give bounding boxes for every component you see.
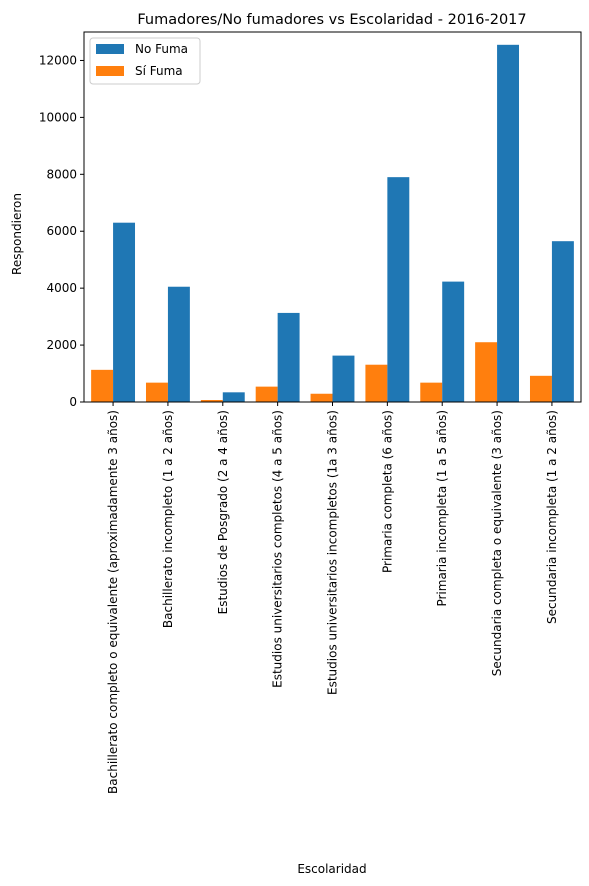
bar-si-fuma (529, 375, 552, 402)
bar-no-fuma (113, 222, 136, 402)
y-axis-label: Respondieron (10, 193, 24, 275)
bar-si-fuma (255, 386, 278, 402)
y-tick-label: 2000 (46, 338, 77, 352)
y-tick-label: 0 (69, 395, 77, 409)
bar-si-fuma (200, 400, 223, 402)
legend-label: No Fuma (135, 42, 188, 56)
legend: No Fuma Sí Fuma (89, 37, 201, 85)
x-tick-label: Estudios de Posgrado (2 a 4 años) (216, 410, 230, 614)
bar-no-fuma (387, 177, 410, 402)
bar-no-fuma (551, 241, 574, 402)
x-tick-label: Secundaria completa o equivalente (3 año… (490, 410, 504, 676)
legend-swatch (96, 44, 124, 54)
y-tick-label: 6000 (46, 224, 77, 238)
y-tick-label: 8000 (46, 167, 77, 181)
bar-no-fuma (277, 312, 300, 402)
x-axis-label: Escolaridad (297, 862, 366, 876)
bar-no-fuma (222, 392, 245, 402)
bar-si-fuma (420, 382, 443, 402)
y-tick-label: 4000 (46, 281, 77, 295)
bar-no-fuma (497, 44, 520, 403)
bars-group (91, 44, 574, 403)
legend-label: Sí Fuma (135, 64, 183, 78)
bar-si-fuma (145, 382, 168, 402)
bar-no-fuma (332, 355, 355, 402)
bar-no-fuma (442, 281, 465, 402)
bar-si-fuma (365, 364, 388, 402)
x-tick-label: Primaria completa (6 años) (380, 410, 394, 573)
y-tick-label: 12000 (39, 53, 77, 67)
x-tick-label: Estudios universitarios completos (4 a 5… (271, 410, 285, 688)
bar-si-fuma (475, 342, 498, 402)
legend-swatch (96, 66, 124, 76)
x-axis: Bachillerato completo o equivalente (apr… (106, 402, 559, 794)
plot-frame (83, 31, 582, 403)
chart-title: Fumadores/No fumadores vs Escolaridad - … (137, 12, 526, 28)
x-tick-label: Primaria incompleta (1 a 5 años) (435, 410, 449, 607)
x-tick-label: Secundaria incompleta (1 a 2 años) (545, 410, 559, 624)
y-tick-label: 10000 (39, 110, 77, 124)
bar-si-fuma (91, 369, 114, 402)
bar-no-fuma (167, 286, 190, 402)
x-tick-label: Bachillerato completo o equivalente (apr… (106, 410, 120, 794)
bar-si-fuma (310, 393, 333, 402)
y-axis: 0 2000 4000 6000 8000 10000 12000 (39, 53, 84, 409)
x-tick-label: Estudios universitarios incompletos (1a … (326, 410, 340, 695)
x-tick-label: Bachillerato incompleto (1 a 2 años) (161, 410, 175, 628)
